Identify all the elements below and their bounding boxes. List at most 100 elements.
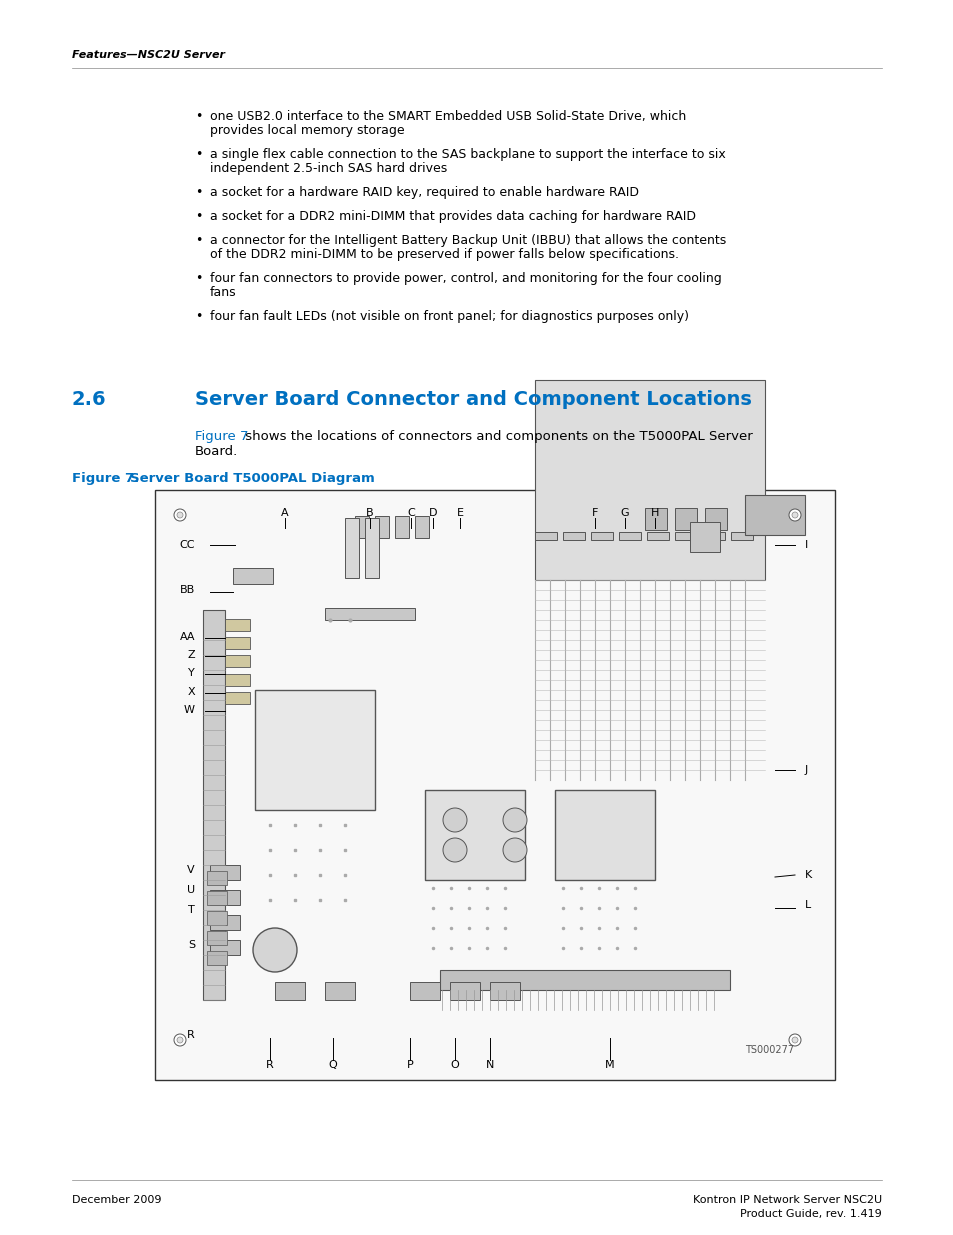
Bar <box>562 532 584 540</box>
Text: shows the locations of connectors and components on the T5000PAL Server: shows the locations of connectors and co… <box>241 430 752 443</box>
Text: •: • <box>194 310 202 324</box>
Text: K: K <box>804 869 811 881</box>
Bar <box>345 517 358 578</box>
Bar <box>210 940 240 955</box>
Circle shape <box>502 808 526 832</box>
Text: CC: CC <box>179 540 194 550</box>
Text: BB: BB <box>179 585 194 595</box>
Text: Figure 7: Figure 7 <box>194 430 248 443</box>
Bar <box>375 516 389 538</box>
Circle shape <box>788 1034 801 1046</box>
Bar <box>207 911 227 925</box>
Circle shape <box>442 839 467 862</box>
Bar <box>618 532 640 540</box>
Bar <box>535 380 764 580</box>
Text: TS000277: TS000277 <box>744 1045 793 1055</box>
Bar <box>207 931 227 945</box>
Text: A: A <box>281 508 289 517</box>
Bar <box>704 508 726 530</box>
Bar <box>210 890 240 905</box>
Circle shape <box>442 808 467 832</box>
Bar <box>730 532 752 540</box>
Text: X: X <box>187 687 194 697</box>
Bar <box>203 610 225 1000</box>
Bar <box>225 637 250 650</box>
Text: •: • <box>194 210 202 224</box>
Bar <box>210 864 240 881</box>
Text: R: R <box>266 1060 274 1070</box>
Text: V: V <box>187 864 194 876</box>
Text: •: • <box>194 272 202 285</box>
Bar <box>274 982 305 1000</box>
Bar <box>555 790 655 881</box>
Text: L: L <box>804 900 810 910</box>
Circle shape <box>788 509 801 521</box>
Circle shape <box>253 927 296 972</box>
Bar <box>325 608 415 620</box>
Circle shape <box>177 513 183 517</box>
Text: •: • <box>194 110 202 124</box>
Text: H: H <box>650 508 659 517</box>
Circle shape <box>791 513 797 517</box>
Bar <box>702 532 724 540</box>
Text: 2.6: 2.6 <box>71 390 107 409</box>
Bar <box>355 516 369 538</box>
Text: C: C <box>407 508 415 517</box>
Text: G: G <box>620 508 629 517</box>
Circle shape <box>177 1037 183 1044</box>
Text: Features—NSC2U Server: Features—NSC2U Server <box>71 49 225 61</box>
Bar <box>646 532 668 540</box>
Bar <box>689 522 720 552</box>
Text: F: F <box>591 508 598 517</box>
Bar <box>744 495 804 535</box>
Bar <box>154 490 834 1079</box>
Bar <box>207 951 227 965</box>
Text: •: • <box>194 186 202 199</box>
Text: J: J <box>804 764 807 776</box>
Text: Kontron IP Network Server NSC2U: Kontron IP Network Server NSC2U <box>692 1195 882 1205</box>
Bar <box>424 790 524 881</box>
Bar <box>225 674 250 685</box>
Circle shape <box>173 1034 186 1046</box>
Text: Product Guide, rev. 1.419: Product Guide, rev. 1.419 <box>740 1209 882 1219</box>
Bar <box>450 982 479 1000</box>
Bar <box>210 915 240 930</box>
Circle shape <box>502 839 526 862</box>
Text: a connector for the Intelligent Battery Backup Unit (IBBU) that allows the conte: a connector for the Intelligent Battery … <box>210 233 725 247</box>
Bar <box>415 516 429 538</box>
Text: four fan connectors to provide power, control, and monitoring for the four cooli: four fan connectors to provide power, co… <box>210 272 721 285</box>
Bar <box>254 690 375 810</box>
Text: E: E <box>456 508 463 517</box>
Text: December 2009: December 2009 <box>71 1195 161 1205</box>
Bar <box>535 532 557 540</box>
Bar <box>590 532 613 540</box>
Text: N: N <box>485 1060 494 1070</box>
Text: Q: Q <box>328 1060 337 1070</box>
Text: S: S <box>188 940 194 950</box>
Text: Z: Z <box>187 650 194 659</box>
Text: independent 2.5-inch SAS hard drives: independent 2.5-inch SAS hard drives <box>210 162 447 175</box>
Text: •: • <box>194 148 202 161</box>
Bar <box>644 508 666 530</box>
Text: B: B <box>366 508 374 517</box>
Text: four fan fault LEDs (not visible on front panel; for diagnostics purposes only): four fan fault LEDs (not visible on fron… <box>210 310 688 324</box>
Text: T: T <box>188 905 194 915</box>
Bar <box>365 517 378 578</box>
Bar <box>233 568 273 584</box>
Text: Server Board T5000PAL Diagram: Server Board T5000PAL Diagram <box>130 472 375 485</box>
Text: a single flex cable connection to the SAS backplane to support the interface to : a single flex cable connection to the SA… <box>210 148 725 161</box>
Text: P: P <box>406 1060 413 1070</box>
Text: fans: fans <box>210 287 236 299</box>
Text: Figure 7.: Figure 7. <box>71 472 139 485</box>
Text: I: I <box>804 540 807 550</box>
Text: U: U <box>187 885 194 895</box>
Bar <box>225 619 250 631</box>
Bar <box>207 890 227 905</box>
Bar <box>675 532 697 540</box>
Text: M: M <box>604 1060 614 1070</box>
Text: R: R <box>187 1030 194 1040</box>
Bar <box>410 982 439 1000</box>
Circle shape <box>791 1037 797 1044</box>
Text: Y: Y <box>188 668 194 678</box>
Text: W: W <box>184 705 194 715</box>
